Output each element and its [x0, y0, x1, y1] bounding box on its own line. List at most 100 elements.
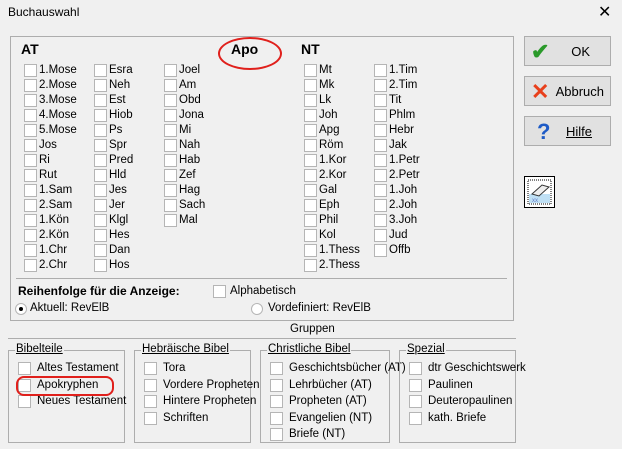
group-checkbox[interactable]	[270, 362, 283, 375]
group-checkbox[interactable]	[409, 411, 422, 425]
book-checkbox[interactable]	[304, 214, 317, 227]
current-order-label: Aktuell: RevElB	[30, 302, 110, 314]
book-checkbox[interactable]	[164, 79, 177, 92]
book-checkbox[interactable]	[94, 109, 107, 122]
group-checkbox[interactable]	[144, 362, 157, 375]
group-checkbox[interactable]	[144, 395, 157, 408]
cancel-button[interactable]: ✕ Abbruch	[524, 76, 611, 106]
alphabetic-checkbox[interactable]	[213, 285, 226, 298]
book-checkbox[interactable]	[24, 199, 37, 212]
book-checkbox[interactable]	[24, 154, 37, 167]
book-checkbox[interactable]	[164, 214, 177, 227]
book-checkbox[interactable]	[94, 244, 107, 257]
group-checkbox[interactable]	[270, 395, 283, 408]
book-checkbox[interactable]	[304, 139, 317, 152]
book-checkbox[interactable]	[304, 64, 317, 77]
book-checkbox[interactable]	[304, 169, 317, 182]
book-checkbox[interactable]	[24, 229, 37, 242]
book-checkbox[interactable]	[374, 124, 387, 137]
group-checkbox[interactable]	[270, 411, 283, 425]
book-checkbox[interactable]	[94, 94, 107, 107]
current-order-radio[interactable]	[15, 303, 27, 315]
book-checkbox[interactable]	[304, 184, 317, 197]
book-label: Jes	[109, 184, 127, 196]
book-checkbox[interactable]	[24, 124, 37, 137]
book-checkbox[interactable]	[164, 64, 177, 77]
close-button[interactable]: ✕	[598, 4, 612, 21]
book-checkbox[interactable]	[304, 109, 317, 122]
book-checkbox[interactable]	[94, 139, 107, 152]
book-checkbox[interactable]	[164, 184, 177, 197]
book-checkbox[interactable]	[164, 124, 177, 137]
book-checkbox[interactable]	[94, 124, 107, 137]
book-checkbox[interactable]	[94, 229, 107, 242]
book-checkbox[interactable]	[374, 139, 387, 152]
book-checkbox[interactable]	[374, 169, 387, 182]
book-checkbox[interactable]	[24, 244, 37, 257]
book-checkbox[interactable]	[304, 94, 317, 107]
book-checkbox[interactable]	[304, 229, 317, 242]
book-checkbox[interactable]	[164, 109, 177, 122]
book-label: Hos	[109, 259, 130, 271]
group-checkbox[interactable]	[144, 411, 157, 425]
book-checkbox[interactable]	[374, 154, 387, 167]
book-checkbox[interactable]	[24, 139, 37, 152]
book-checkbox[interactable]	[374, 229, 387, 242]
book-checkbox[interactable]	[304, 79, 317, 92]
book-checkbox[interactable]	[164, 139, 177, 152]
book-checkbox[interactable]	[304, 124, 317, 137]
book-checkbox[interactable]	[304, 154, 317, 167]
group-checkbox[interactable]	[409, 378, 422, 392]
book-checkbox[interactable]	[24, 214, 37, 227]
book-checkbox[interactable]	[94, 214, 107, 227]
book-checkbox[interactable]	[94, 154, 107, 167]
book-checkbox[interactable]	[24, 169, 37, 182]
book-checkbox[interactable]	[94, 259, 107, 272]
book-checkbox[interactable]	[94, 199, 107, 212]
book-checkbox[interactable]	[374, 109, 387, 122]
book-checkbox[interactable]	[374, 94, 387, 107]
clear-selection-button[interactable]: xx	[524, 176, 555, 208]
book-checkbox[interactable]	[94, 64, 107, 77]
book-checkbox[interactable]	[94, 169, 107, 182]
book-label: 1.Tim	[389, 64, 418, 76]
group-label: Schriften	[163, 411, 209, 424]
book-checkbox[interactable]	[374, 184, 387, 197]
book-checkbox[interactable]	[164, 169, 177, 182]
group-checkbox[interactable]	[270, 428, 283, 441]
book-checkbox[interactable]	[24, 259, 37, 272]
book-checkbox[interactable]	[374, 214, 387, 227]
book-label: Jer	[109, 199, 125, 211]
book-checkbox[interactable]	[304, 259, 317, 272]
book-checkbox[interactable]	[304, 244, 317, 257]
group-checkbox[interactable]	[18, 362, 31, 375]
help-button[interactable]: ? Hilfe	[524, 116, 611, 146]
book-checkbox[interactable]	[374, 64, 387, 77]
group-checkbox[interactable]	[409, 362, 422, 375]
divider	[16, 278, 507, 279]
book-checkbox[interactable]	[374, 199, 387, 212]
book-checkbox[interactable]	[164, 94, 177, 107]
book-checkbox[interactable]	[24, 109, 37, 122]
book-checkbox[interactable]	[374, 244, 387, 257]
group-checkbox[interactable]	[144, 378, 157, 392]
book-checkbox[interactable]	[24, 79, 37, 92]
book-checkbox[interactable]	[374, 79, 387, 92]
group-checkbox[interactable]	[18, 395, 31, 408]
book-label: 3.Joh	[389, 214, 418, 226]
group-title: Christliche Bibel	[267, 343, 352, 355]
predefined-order-radio[interactable]	[251, 303, 263, 315]
book-checkbox[interactable]	[94, 79, 107, 92]
group-checkbox[interactable]	[270, 378, 283, 392]
group-checkbox[interactable]	[409, 395, 422, 408]
book-checkbox[interactable]	[24, 94, 37, 107]
book-checkbox[interactable]	[304, 199, 317, 212]
book-checkbox[interactable]	[24, 184, 37, 197]
group-label: Neues Testament	[37, 395, 127, 407]
book-label: Sach	[179, 199, 206, 211]
book-checkbox[interactable]	[94, 184, 107, 197]
book-checkbox[interactable]	[164, 154, 177, 167]
book-checkbox[interactable]	[164, 199, 177, 212]
book-checkbox[interactable]	[24, 64, 37, 77]
ok-button[interactable]: ✔ OK	[524, 36, 611, 66]
